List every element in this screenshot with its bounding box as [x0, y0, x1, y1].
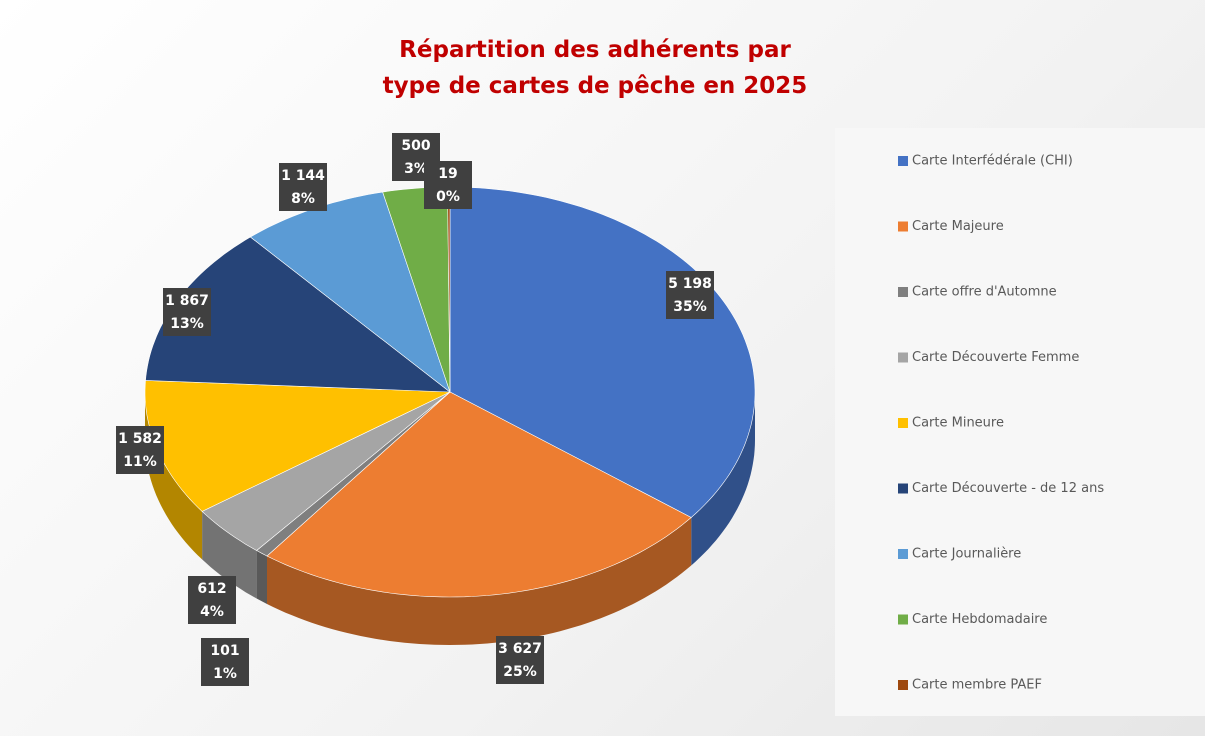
- slice-side: [145, 392, 203, 560]
- legend-label: Carte Majeure: [912, 219, 1004, 234]
- data-label-box: [496, 636, 544, 684]
- data-label-percent: 4%: [200, 604, 224, 620]
- data-label: 5 198 35%: [666, 271, 714, 319]
- legend-swatch: [898, 549, 908, 559]
- data-label: 1 582 11%: [116, 426, 164, 474]
- data-label-percent: 3%: [404, 161, 428, 177]
- legend-swatch: [898, 418, 908, 428]
- data-label: 1 144 8%: [279, 163, 327, 211]
- slice: [201, 391, 451, 551]
- legend-swatch: [898, 483, 908, 494]
- legend-swatch: [898, 680, 908, 690]
- data-label-value: 1 867: [165, 293, 209, 309]
- legend-label: Carte Découverte - de 12 ans: [912, 481, 1104, 496]
- slice-side: [267, 517, 692, 645]
- legend-label: Carte Hebdomadaire: [912, 612, 1047, 627]
- data-label-box: [116, 426, 164, 474]
- data-label-percent: 8%: [291, 191, 315, 207]
- data-label: 190%: [424, 161, 472, 209]
- slice: [449, 186, 756, 518]
- legend-label: Carte offre d'Automne: [912, 285, 1057, 300]
- legend-label: Carte Mineure: [912, 416, 1004, 431]
- slice-side: [256, 550, 267, 604]
- data-label-box: [188, 576, 236, 624]
- data-label-percent: 35%: [673, 299, 707, 315]
- legend-swatch: [898, 352, 908, 363]
- legend-label: Carte membre PAEF: [912, 678, 1042, 693]
- data-label-value: 101: [210, 643, 239, 659]
- data-label-percent: 13%: [170, 316, 204, 332]
- legend-label: Carte Découverte Femme: [912, 350, 1079, 365]
- legend-label: Carte Journalière: [912, 547, 1021, 562]
- data-label-box: [163, 288, 211, 336]
- legend-swatch: [898, 221, 908, 232]
- slice: [266, 391, 692, 598]
- data-label-box: [666, 271, 714, 319]
- data-label-value: 500: [401, 138, 430, 154]
- data-label: 3 627 25%: [496, 636, 544, 684]
- data-label-percent: 0%: [436, 189, 460, 205]
- slice-side: [691, 392, 755, 566]
- chart-title: Répartition des adhérents par type de ca…: [382, 37, 808, 99]
- data-label-percent: 1%: [213, 666, 237, 682]
- legend-swatch: [898, 614, 908, 625]
- data-label-percent: 11%: [123, 454, 157, 470]
- data-label-box: [424, 161, 472, 209]
- legend-label: Carte Interfédérale (CHI): [912, 154, 1073, 169]
- data-label-percent: 25%: [503, 664, 537, 680]
- data-label: 1 867 13%: [163, 288, 211, 336]
- legend-swatch: [898, 287, 908, 297]
- data-label-value: 1 582: [118, 431, 162, 447]
- data-label-value: 3 627: [498, 641, 542, 657]
- legend-swatch: [898, 156, 908, 166]
- data-label-value: 1 144: [281, 168, 325, 184]
- legend-panel: [835, 128, 1205, 716]
- data-label-value: 5 198: [668, 276, 712, 292]
- data-label-value: 19: [438, 166, 457, 182]
- slice-side: [202, 511, 257, 599]
- data-label-value: 612: [197, 581, 226, 597]
- data-label-box: [201, 638, 249, 686]
- data-label-box: [279, 163, 327, 211]
